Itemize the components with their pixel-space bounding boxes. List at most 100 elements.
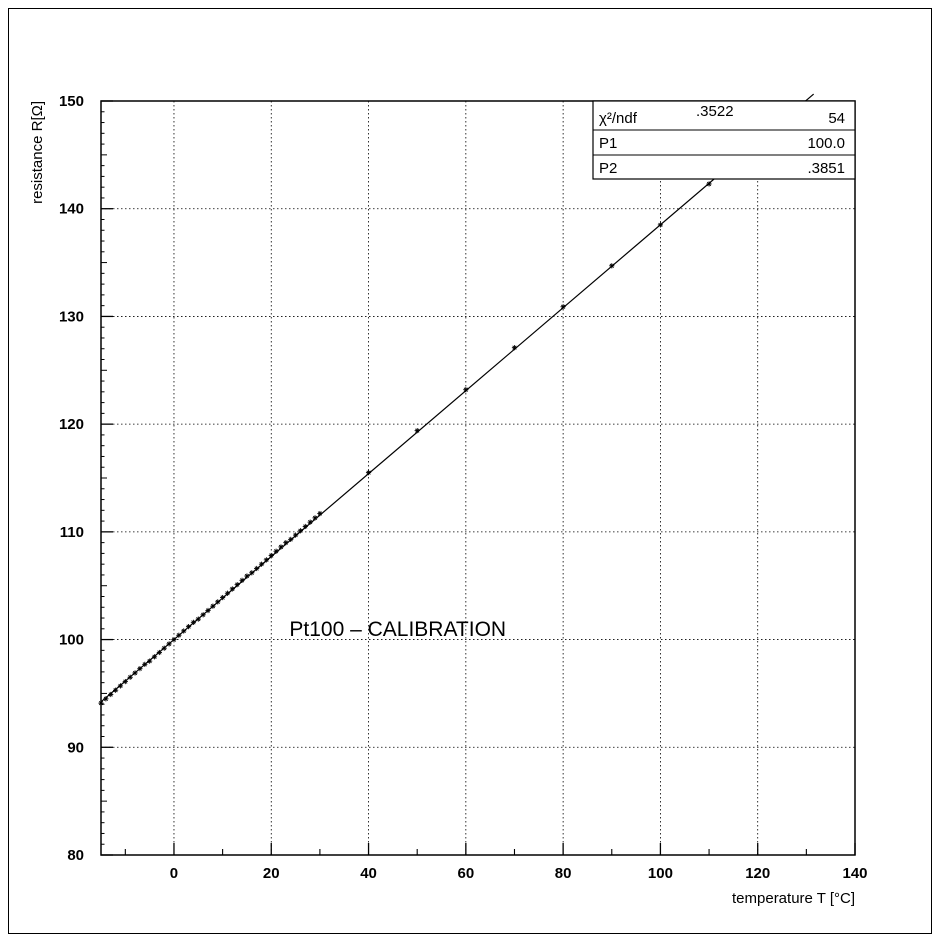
data-point	[312, 515, 318, 521]
data-point-stroke	[273, 549, 279, 554]
data-point-stroke	[259, 562, 264, 567]
plot-area	[100, 100, 856, 856]
data-point-stroke	[560, 304, 566, 309]
data-point	[171, 636, 177, 643]
x-axis-tick-labels: 0 20 40 60 80 100 120 140	[170, 865, 868, 882]
data-point-stroke	[239, 578, 245, 583]
data-point-stroke	[298, 528, 303, 533]
x-tick-label: 60	[457, 865, 474, 882]
data-point-stroke	[303, 524, 308, 529]
x-tick-label: 100	[648, 865, 673, 882]
data-point	[511, 345, 518, 351]
data-point	[463, 387, 469, 393]
data-point-stroke	[128, 675, 133, 680]
stats-p2-label: P2	[599, 160, 617, 177]
fit-line	[100, 93, 815, 703]
data-point	[205, 607, 211, 614]
y-tick-label: 90	[67, 739, 84, 756]
data-point	[195, 616, 201, 622]
data-point-stroke	[191, 620, 196, 625]
stats-chi2-value: .3522	[696, 103, 734, 120]
data-point	[560, 304, 566, 310]
data-point	[414, 428, 420, 434]
data-point	[108, 691, 114, 698]
data-point-stroke	[317, 511, 323, 516]
data-point	[220, 594, 226, 601]
data-point-stroke	[254, 566, 259, 571]
data-point	[317, 510, 323, 517]
data-point	[254, 565, 260, 572]
data-point-stroke	[278, 544, 284, 550]
data-point-stroke	[658, 222, 663, 228]
data-point-stroke	[235, 582, 240, 587]
data-point-stroke	[609, 263, 614, 268]
data-point-stroke	[157, 650, 162, 655]
data-point	[185, 624, 192, 630]
x-tick-label: 40	[360, 865, 377, 882]
data-point	[229, 586, 235, 592]
data-point	[147, 658, 153, 664]
data-point	[151, 654, 158, 660]
data-point-stroke	[512, 345, 517, 350]
data-point	[181, 628, 187, 634]
data-point-stroke	[132, 670, 138, 676]
y-tick-label: 110	[60, 524, 84, 541]
y-tick-label: 140	[59, 201, 84, 218]
data-point-stroke	[108, 692, 113, 697]
data-point-stroke	[312, 515, 318, 520]
y-tick-label: 100	[59, 632, 84, 649]
data-point	[244, 573, 250, 579]
data-point-stroke	[103, 696, 109, 701]
data-point	[132, 670, 138, 676]
chart-title: Pt100 – CALIBRATION	[289, 618, 506, 641]
data-point	[234, 582, 240, 588]
data-point	[657, 222, 664, 228]
data-point-stroke	[293, 532, 298, 538]
data-point	[239, 577, 245, 583]
data-point	[288, 536, 294, 542]
data-point	[609, 263, 615, 269]
data-point	[302, 523, 308, 530]
x-tick-label: 140	[842, 865, 867, 882]
data-point-stroke	[288, 537, 293, 542]
data-point-stroke	[308, 520, 313, 525]
data-point-stroke	[162, 646, 167, 651]
y-axis-tick-labels: 80 90 100 110 120 130 140 150	[59, 93, 84, 864]
stats-box-border	[592, 100, 856, 180]
data-point	[166, 641, 172, 647]
y-tick-label: 120	[59, 416, 84, 433]
data-point	[258, 561, 265, 567]
data-point-stroke	[220, 595, 225, 600]
stats-p2-value: .3851	[807, 160, 845, 177]
data-point	[156, 649, 162, 656]
data-point	[268, 552, 274, 559]
data-point-stroke	[415, 428, 420, 433]
x-tick-label: 80	[555, 865, 572, 882]
data-point-stroke	[283, 540, 288, 545]
data-point	[278, 544, 284, 550]
stats-ndf-value: 54	[828, 110, 845, 127]
data-point	[249, 570, 255, 576]
data-point-stroke	[113, 688, 118, 693]
data-point-stroke	[706, 181, 712, 187]
data-point	[112, 687, 119, 693]
x-axis-label: temperature T [°C]	[732, 890, 855, 907]
data-point	[127, 674, 133, 680]
data-point	[215, 599, 221, 605]
data-point	[103, 696, 109, 702]
data-point-stroke	[249, 570, 254, 575]
data-point-stroke	[205, 608, 211, 613]
stats-p1-value: 100.0	[807, 135, 845, 152]
data-point-stroke	[181, 628, 186, 634]
data-point	[122, 678, 128, 685]
data-point-stroke	[123, 679, 128, 684]
data-point	[137, 666, 143, 672]
data-point-stroke	[366, 470, 371, 475]
x-tick-label: 20	[263, 865, 280, 882]
stats-chi2-label: χ²/ndf	[599, 110, 638, 127]
data-point-stroke	[186, 624, 191, 629]
data-point-stroke	[225, 591, 230, 596]
data-point-stroke	[147, 658, 152, 664]
data-point	[210, 603, 216, 609]
